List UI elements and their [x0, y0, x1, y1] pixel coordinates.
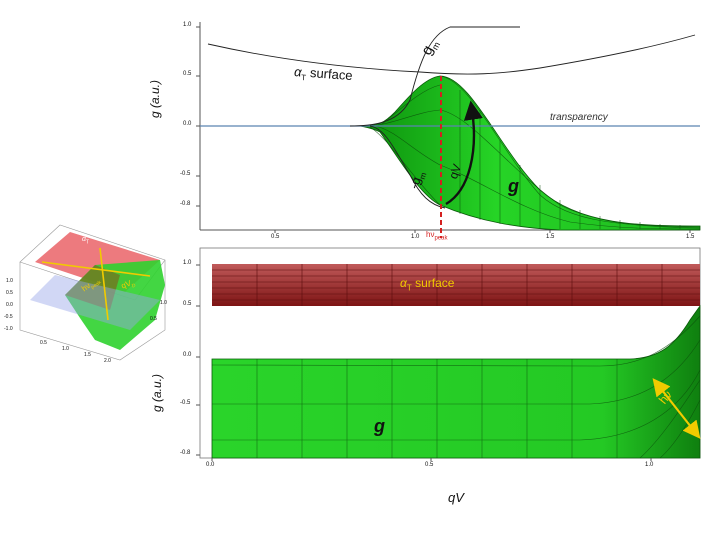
alpha-t-band — [212, 264, 700, 306]
bottom-xtick-2: 0.5 — [425, 462, 434, 468]
neg-gm-curve — [369, 125, 446, 209]
hv-arrow — [652, 378, 701, 439]
bottom-ytick-4: -0.5 — [180, 400, 191, 406]
h-peak-label: hνpeak — [426, 230, 448, 242]
bottom-g-label: g — [374, 416, 385, 436]
inset-xtick-2: 1.0 — [62, 346, 69, 352]
bottom-ylabel: g (a.u.) — [150, 373, 164, 412]
inset-ytick-5: -1.0 — [4, 326, 13, 332]
bottom-ytick-1: 1.0 — [183, 260, 192, 266]
bottom-xtick-3: 1.0 — [645, 462, 654, 468]
top-ylabel: g (a.u.) — [148, 79, 162, 118]
inset-xtick-3: 1.5 — [84, 352, 91, 358]
top-ytick-5: -0.8 — [180, 201, 191, 207]
top-xtick-2: 1.0 — [411, 234, 420, 240]
qv-arrow — [445, 100, 483, 206]
bottom-ytick-5: -0.8 — [180, 450, 191, 456]
inset-ytick-1: 1.0 — [6, 278, 13, 284]
top-ytick-2: 0.5 — [183, 71, 192, 77]
alpha-t-curve — [207, 34, 696, 75]
bottom-alpha-label: αT surface — [400, 276, 455, 293]
top-g-label: g — [508, 176, 519, 196]
inset-3d-plot — [19, 224, 166, 361]
bottom-x-axis — [211, 458, 652, 461]
inset-xtick-6: 1.0 — [160, 300, 167, 306]
top-ytick-1: 1.0 — [183, 22, 192, 28]
top-xtick-4: 1.5 — [686, 234, 695, 240]
top-g-surface — [359, 75, 701, 231]
bottom-ytick-3: 0.0 — [183, 352, 192, 358]
inset-xtick-4: 2.0 — [104, 358, 111, 364]
top-x-axis — [274, 230, 691, 233]
bottom-xlabel: qV — [448, 490, 464, 505]
inset-xtick-5: 0.5 — [150, 316, 157, 322]
top-xtick-3: 1.5 — [546, 234, 555, 240]
gm-curve — [349, 26, 520, 127]
inset-ytick-2: 0.5 — [6, 290, 13, 296]
transparency-label: transparency — [550, 112, 608, 123]
inset-ytick-4: -0.5 — [4, 314, 13, 320]
inset-xtick-1: 0.5 — [40, 340, 47, 346]
top-xtick-1: 0.5 — [271, 234, 280, 240]
bottom-g-surface — [211, 304, 701, 459]
inset-ytick-3: 0.0 — [6, 302, 13, 308]
inset-alpha-label: αT — [82, 236, 90, 246]
bottom-xtick-1: 0.0 — [206, 462, 215, 468]
top-ytick-3: 0.0 — [183, 121, 192, 127]
top-ytick-4: -0.5 — [180, 171, 191, 177]
bottom-ytick-2: 0.5 — [183, 301, 192, 307]
